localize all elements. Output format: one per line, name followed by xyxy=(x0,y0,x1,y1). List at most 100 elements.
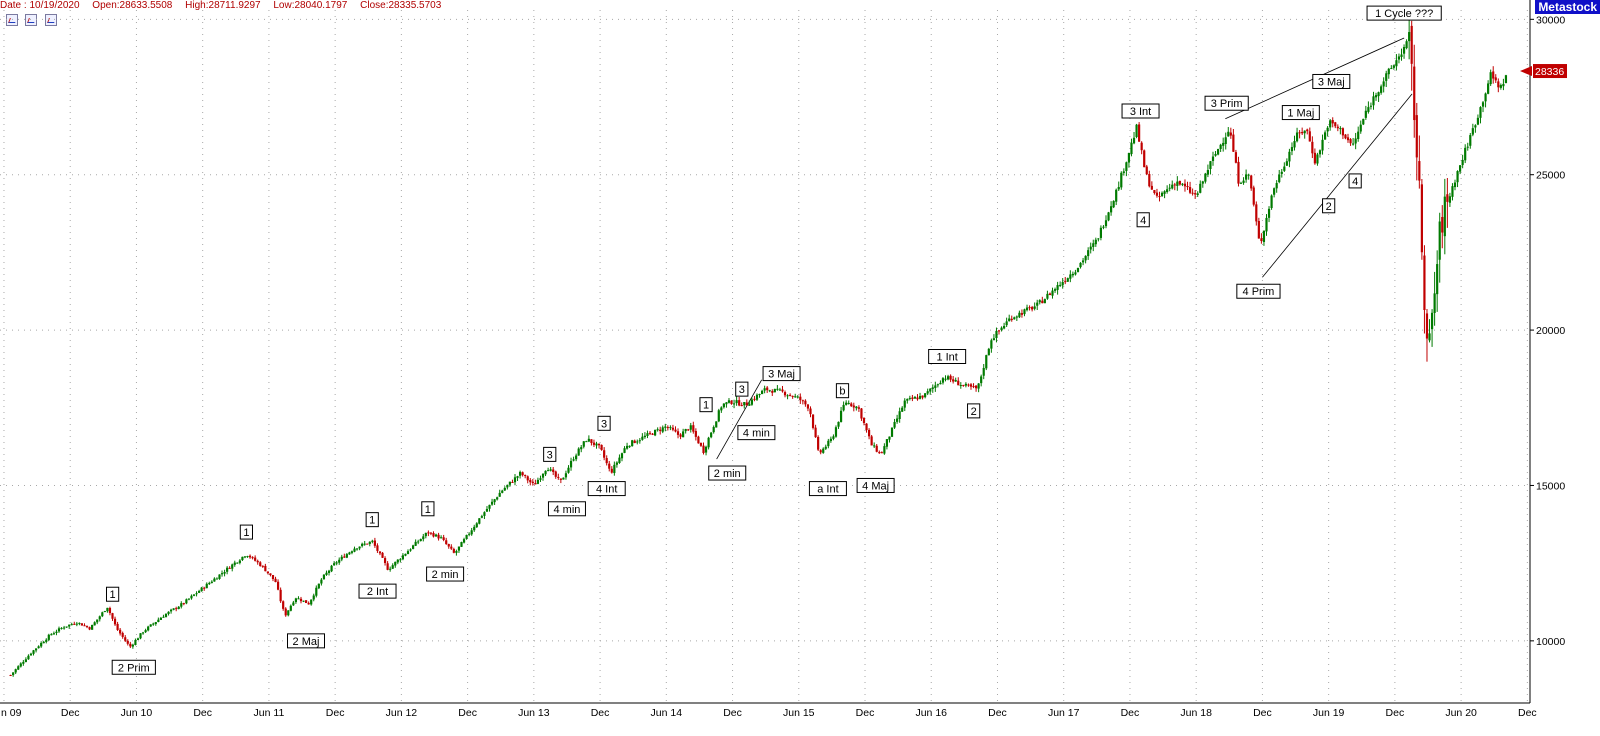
candle-body xyxy=(1099,227,1103,238)
candle-body xyxy=(725,402,728,405)
candle-body xyxy=(651,433,654,435)
wave-label: 1 Int xyxy=(928,349,967,364)
candle-body xyxy=(345,554,348,558)
candle-body xyxy=(590,439,593,444)
candle-body xyxy=(96,619,99,623)
candle-body xyxy=(1410,25,1413,64)
candle-body xyxy=(544,470,547,475)
candle-body xyxy=(248,555,252,558)
candle-body xyxy=(251,557,254,559)
candle-body xyxy=(330,565,333,572)
candle-body xyxy=(401,555,405,560)
candle-body xyxy=(898,411,901,420)
candle-body xyxy=(1109,206,1113,213)
candle-body xyxy=(661,427,664,432)
candle-body xyxy=(839,410,843,422)
wave-label-box xyxy=(543,446,557,462)
wave-label-text: 3 xyxy=(601,418,607,430)
candle-body xyxy=(1334,122,1337,127)
candle-body xyxy=(913,397,917,399)
candle-body xyxy=(391,565,394,569)
candle-body xyxy=(585,441,588,443)
candle-body xyxy=(1148,174,1151,187)
candle-body xyxy=(411,545,415,549)
chart-zoom-out-icon[interactable] xyxy=(25,14,38,26)
candle-body xyxy=(957,380,960,386)
candle-body xyxy=(136,638,140,641)
wave-label-box xyxy=(1322,198,1336,214)
wave-label-text: 4 min xyxy=(743,428,770,440)
candle-body xyxy=(526,476,529,481)
chart-drawing-icon[interactable] xyxy=(44,14,57,26)
header-open: Open:28633.5508 xyxy=(92,0,173,11)
candle-body xyxy=(842,404,845,411)
wave-label: 1 xyxy=(105,586,120,602)
y-tick-label: 15000 xyxy=(1536,480,1565,492)
candle-body xyxy=(936,384,939,386)
candle-body xyxy=(19,663,22,667)
candle-body xyxy=(68,624,71,627)
candle-body xyxy=(1194,193,1197,195)
candle-body xyxy=(1504,75,1508,84)
candle-body xyxy=(57,628,61,632)
candle-body xyxy=(778,389,782,391)
candle-body xyxy=(580,447,583,450)
candle-body xyxy=(539,478,542,480)
candle-body xyxy=(378,551,382,554)
candle-body xyxy=(929,388,932,392)
wave-label-text: 2 xyxy=(1326,201,1332,213)
candle-body xyxy=(119,629,122,634)
candle-body xyxy=(564,473,568,478)
wave-label-text: 1 xyxy=(110,589,116,601)
candle-body xyxy=(921,395,924,398)
candle-body xyxy=(883,446,886,454)
candle-body xyxy=(1275,183,1278,189)
candle-body xyxy=(768,390,771,392)
candle-body xyxy=(730,400,733,405)
wave-label-text: 4 Prim xyxy=(1243,286,1275,298)
candle-body xyxy=(452,548,455,553)
candle-body xyxy=(1247,174,1250,176)
candle-body xyxy=(78,622,81,624)
chart-axes: n 09 Dec Jun 10 Dec Jun 11 Dec Jun 12 Dec Jun 13… xyxy=(0,0,1567,719)
candle-body xyxy=(47,634,50,640)
candle-body xyxy=(162,616,165,618)
wave-label: 3 Int xyxy=(1121,103,1160,119)
candle-body xyxy=(980,376,983,384)
candle-body xyxy=(1357,131,1360,139)
metastock-logo[interactable]: Metastock xyxy=(1535,0,1600,14)
candle-body xyxy=(1323,132,1327,140)
candle-body xyxy=(1013,317,1016,320)
trendline xyxy=(1262,93,1413,278)
candle-body xyxy=(1497,81,1500,88)
wave-label-text: 1 Maj xyxy=(1287,108,1314,120)
candle-body xyxy=(1474,125,1477,128)
candle-body xyxy=(358,546,361,549)
candle-body xyxy=(763,388,766,391)
candle-body xyxy=(783,392,787,396)
wave-label-text: 3 xyxy=(547,449,553,461)
candle-body xyxy=(284,608,287,616)
candle-body xyxy=(552,469,555,472)
candle-body xyxy=(794,396,797,398)
candle-body xyxy=(771,390,774,393)
candle-body xyxy=(646,433,649,437)
candle-body xyxy=(177,606,180,609)
candle-body xyxy=(124,637,127,641)
candle-body xyxy=(732,403,736,405)
candle-body xyxy=(1301,131,1304,134)
candle-body xyxy=(1104,220,1108,227)
candle-body xyxy=(343,556,346,558)
candle-body xyxy=(1033,306,1036,309)
candle-body xyxy=(1461,159,1464,166)
candle-body xyxy=(131,644,134,647)
y-tick-label: 25000 xyxy=(1536,170,1565,182)
wave-label: 1 xyxy=(239,524,253,540)
candle-body xyxy=(381,552,384,558)
candle-body xyxy=(182,603,185,605)
candle-body xyxy=(238,560,241,563)
candle-body xyxy=(682,431,685,438)
chart-zoom-in-icon[interactable] xyxy=(6,14,18,26)
candle-body xyxy=(483,512,486,516)
